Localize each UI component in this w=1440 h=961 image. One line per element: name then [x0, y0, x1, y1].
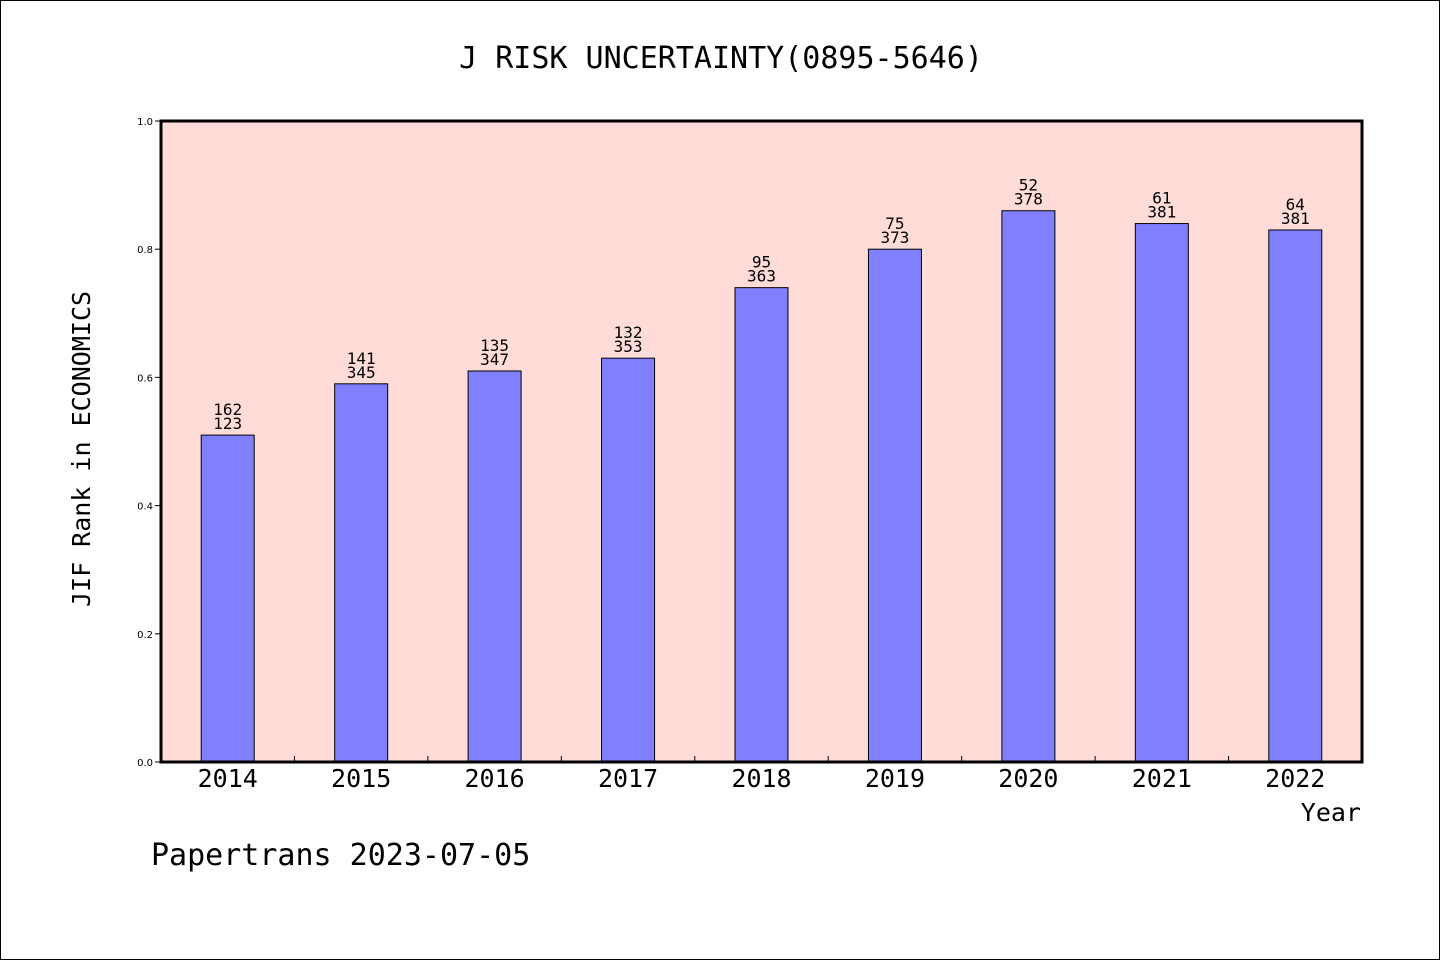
bar-2020 — [1001, 210, 1056, 763]
bar-label-total: 378 — [1014, 190, 1043, 209]
bar-2022 — [1268, 229, 1323, 763]
bar-label-rank: 132 — [614, 323, 643, 342]
x-tick-label: 2016 — [465, 764, 525, 793]
x-axis-label: Year — [1301, 798, 1361, 827]
y-axis-ticks: 0.0 0.2 0.4 0.6 0.8 1.0 — [137, 117, 161, 769]
bar-label-rank: 141 — [347, 349, 376, 368]
bar-label-rank: 64 — [1286, 195, 1305, 214]
bar-label-rank: 162 — [213, 400, 242, 419]
y-tick-label: 0.8 — [137, 245, 153, 256]
y-tick-label: 0.4 — [137, 502, 153, 513]
x-axis-ticks: 2014 2015 2016 2017 2018 2019 2020 2021 2022 — [198, 756, 1325, 793]
bar-2018 — [734, 287, 789, 763]
bars — [200, 210, 1323, 763]
y-tick-label: 1.0 — [137, 117, 153, 128]
bar-label-total: 123 — [213, 414, 242, 433]
x-tick-label: 2017 — [598, 764, 658, 793]
y-tick-label: 0.0 — [137, 758, 153, 769]
bar-2014 — [200, 434, 255, 763]
bar-2021 — [1134, 223, 1189, 763]
y-tick-label: 0.2 — [137, 630, 153, 641]
x-tick-label: 2014 — [198, 764, 258, 793]
bar-label-rank: 95 — [752, 253, 771, 272]
plot-border — [159, 119, 1364, 764]
footer-credit: Papertrans 2023-07-05 — [151, 838, 530, 873]
bar-label-total: 347 — [480, 350, 509, 369]
bar-label-rank: 61 — [1152, 189, 1171, 208]
y-axis-label: JIF Rank in ECONOMICS — [67, 291, 96, 607]
bar-label-total: 363 — [747, 267, 776, 286]
bar-label-total: 381 — [1281, 209, 1310, 228]
y-tick-label: 0.6 — [137, 373, 153, 384]
chart-title: J RISK UNCERTAINTY(0895-5646) — [459, 41, 983, 76]
bar-2015 — [334, 383, 389, 763]
x-tick-label: 2015 — [331, 764, 391, 793]
bar-label-rank: 52 — [1019, 176, 1038, 195]
bar-2016 — [467, 370, 522, 763]
bar-label-total: 353 — [614, 337, 643, 356]
bar-label-rank: 135 — [480, 336, 509, 355]
x-tick-label: 2022 — [1265, 764, 1325, 793]
bar-label-total: 381 — [1147, 203, 1176, 222]
x-tick-label: 2021 — [1132, 764, 1192, 793]
bar-label-total: 373 — [880, 228, 909, 247]
x-tick-label: 2019 — [865, 764, 925, 793]
x-tick-label: 2020 — [998, 764, 1058, 793]
bar-2017 — [601, 357, 656, 763]
bar-label-total: 345 — [347, 363, 376, 382]
bar-2019 — [867, 248, 922, 763]
x-tick-label: 2018 — [731, 764, 791, 793]
bar-label-rank: 75 — [885, 214, 904, 233]
